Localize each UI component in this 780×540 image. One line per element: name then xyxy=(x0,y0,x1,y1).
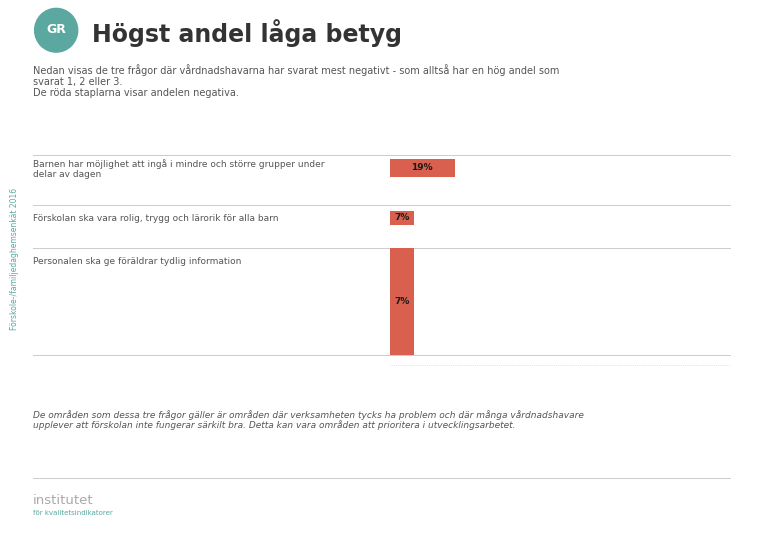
Text: delar av dagen: delar av dagen xyxy=(33,170,101,179)
Circle shape xyxy=(34,9,78,52)
Text: Förskolan ska vara rolig, trygg och lärorik för alla barn: Förskolan ska vara rolig, trygg och läro… xyxy=(33,214,278,222)
Text: Barnen har möjlighet att ingå i mindre och större grupper under: Barnen har möjlighet att ingå i mindre o… xyxy=(33,159,324,169)
Text: De röda staplarna visar andelen negativa.: De röda staplarna visar andelen negativa… xyxy=(33,89,239,98)
Text: Nedan visas de tre frågor där vårdnadshavarna har svarat mest negativt - som all: Nedan visas de tre frågor där vårdnadsha… xyxy=(33,64,559,76)
Text: svarat 1, 2 eller 3.: svarat 1, 2 eller 3. xyxy=(33,77,122,87)
Text: 7%: 7% xyxy=(394,213,410,222)
Text: upplever att förskolan inte fungerar särkilt bra. Detta kan vara områden att pri: upplever att förskolan inte fungerar sär… xyxy=(33,420,516,430)
Text: för kvalitetsindikatorer: för kvalitetsindikatorer xyxy=(33,510,112,516)
Text: Högst andel låga betyg: Högst andel låga betyg xyxy=(92,19,402,48)
Text: 19%: 19% xyxy=(412,164,433,172)
Text: Personalen ska ge föräldrar tydlig information: Personalen ska ge föräldrar tydlig infor… xyxy=(33,258,241,266)
Text: GR: GR xyxy=(46,23,66,36)
Text: institutet: institutet xyxy=(33,494,94,507)
Text: Förskole-/familjedaghemsenkät 2016: Förskole-/familjedaghemsenkät 2016 xyxy=(9,188,19,330)
Text: De områden som dessa tre frågor gäller är områden där verksamheten tycks ha prob: De områden som dessa tre frågor gäller ä… xyxy=(33,410,583,420)
Text: 7%: 7% xyxy=(394,297,410,306)
